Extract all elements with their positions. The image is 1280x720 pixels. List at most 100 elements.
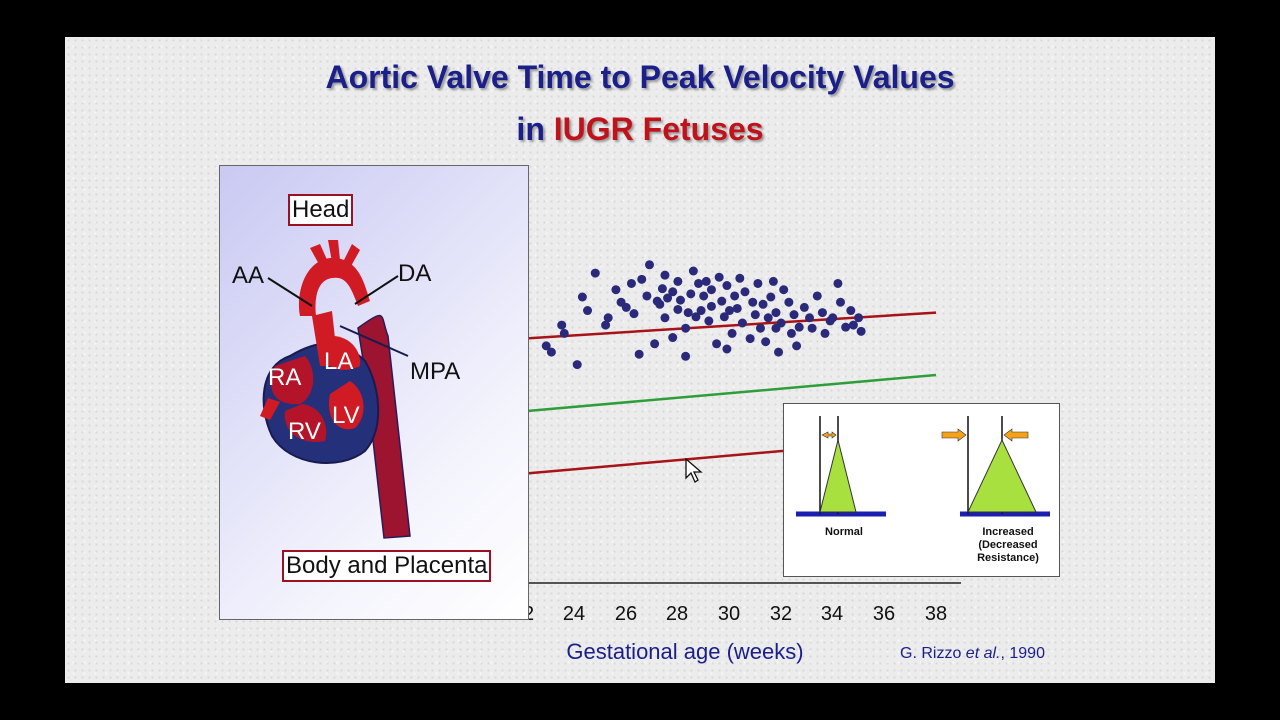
data-point	[541, 341, 551, 351]
data-point	[626, 278, 636, 288]
title-highlight: IUGR Fetuses	[553, 111, 764, 147]
data-point	[577, 292, 587, 302]
data-point	[730, 291, 740, 301]
la-label: LA	[324, 348, 354, 375]
data-point	[820, 328, 830, 338]
data-point	[650, 339, 660, 349]
velocity-waveform-inset: Normal Increased (Decreased Resistance)	[783, 403, 1060, 577]
increased-waveform	[967, 438, 1037, 513]
data-points	[541, 260, 866, 370]
data-point	[732, 303, 742, 313]
data-point	[655, 299, 665, 309]
data-point	[807, 323, 817, 333]
data-point	[663, 293, 673, 303]
data-point	[660, 270, 670, 280]
data-point	[753, 278, 763, 288]
data-point	[812, 291, 822, 301]
head-vessel-1	[310, 244, 328, 266]
citation-author: G. Rizzo	[900, 645, 962, 662]
data-point	[779, 285, 789, 295]
head-vessel-2	[328, 240, 340, 262]
data-point	[603, 313, 613, 323]
data-point	[768, 276, 778, 286]
data-point	[833, 278, 843, 288]
increased-right-arrow	[1003, 428, 1029, 442]
data-point	[750, 310, 760, 320]
x-tick-label: 34	[821, 603, 843, 625]
data-point	[642, 291, 652, 301]
data-point	[848, 320, 858, 330]
mpa-label: MPA	[410, 358, 461, 385]
data-point	[856, 326, 866, 336]
aa-pointer	[267, 277, 313, 307]
data-point	[776, 318, 786, 328]
citation: G. Rizzo et al., 1990	[900, 645, 1045, 663]
data-point	[673, 304, 683, 314]
data-point	[748, 297, 758, 307]
right-ventricle	[284, 404, 327, 442]
data-point	[668, 287, 678, 297]
da-pointer	[354, 275, 399, 305]
x-tick-label: 32	[770, 603, 792, 625]
data-point	[694, 278, 704, 288]
data-point	[745, 334, 755, 344]
data-point	[686, 289, 696, 299]
increased-label-main: Increased	[982, 526, 1034, 538]
data-point	[763, 313, 773, 323]
normal-waveform	[819, 439, 857, 513]
data-point	[701, 276, 711, 286]
data-point	[546, 347, 556, 357]
data-point	[611, 285, 621, 295]
data-point	[846, 306, 856, 316]
data-point	[799, 302, 809, 312]
left-ventricle	[328, 381, 364, 430]
data-point	[794, 322, 804, 332]
ra-label: RA	[268, 364, 302, 391]
data-point	[557, 320, 567, 330]
data-point	[719, 312, 729, 322]
ra-vessel	[260, 398, 280, 420]
data-point	[673, 276, 683, 286]
x-tick-label: 30	[718, 603, 740, 625]
heart-diagram-panel: Head AA DA LA RA LV RV MPA Body and Plac…	[219, 165, 529, 620]
rv-label: RV	[288, 418, 321, 445]
data-point	[634, 349, 644, 359]
reference-line-upper-limit	[522, 311, 937, 340]
data-point	[668, 333, 678, 343]
scatter-chart: 22 24 26 28 30 32 34 36 38	[485, 260, 961, 625]
data-point	[696, 306, 706, 316]
data-point	[699, 291, 709, 301]
x-tick-label: 28	[666, 603, 688, 625]
heart-illustration	[260, 240, 411, 539]
data-point	[727, 328, 737, 338]
head-label: Head	[288, 194, 354, 226]
data-point	[559, 328, 569, 338]
data-point	[675, 295, 685, 305]
x-tick-label: 38	[925, 603, 947, 625]
data-point	[657, 284, 667, 294]
data-point	[706, 301, 716, 311]
head-vessel-3	[342, 244, 360, 268]
data-point	[717, 296, 727, 306]
data-point	[854, 313, 864, 323]
x-tick-labels: 22 24 26 28 30 32 34 36 38	[512, 603, 947, 625]
data-point	[761, 337, 771, 347]
data-point	[766, 292, 776, 302]
data-point	[828, 313, 838, 323]
data-point	[758, 299, 768, 309]
lv-label: LV	[332, 402, 360, 429]
data-point	[714, 272, 724, 282]
inset-illustration	[796, 416, 1050, 517]
mpa-pointer	[339, 325, 409, 357]
data-point	[792, 341, 802, 351]
data-point	[774, 347, 784, 357]
x-tick-label: 36	[873, 603, 895, 625]
data-point	[735, 273, 745, 283]
aortic-arch	[299, 257, 370, 316]
data-point	[621, 302, 631, 312]
data-point	[681, 323, 691, 333]
right-atrium	[271, 356, 314, 405]
slide: Aortic Valve Time to Peak Velocity Value…	[65, 37, 1215, 683]
data-point	[740, 287, 750, 297]
citation-year: , 1990	[1000, 645, 1045, 662]
